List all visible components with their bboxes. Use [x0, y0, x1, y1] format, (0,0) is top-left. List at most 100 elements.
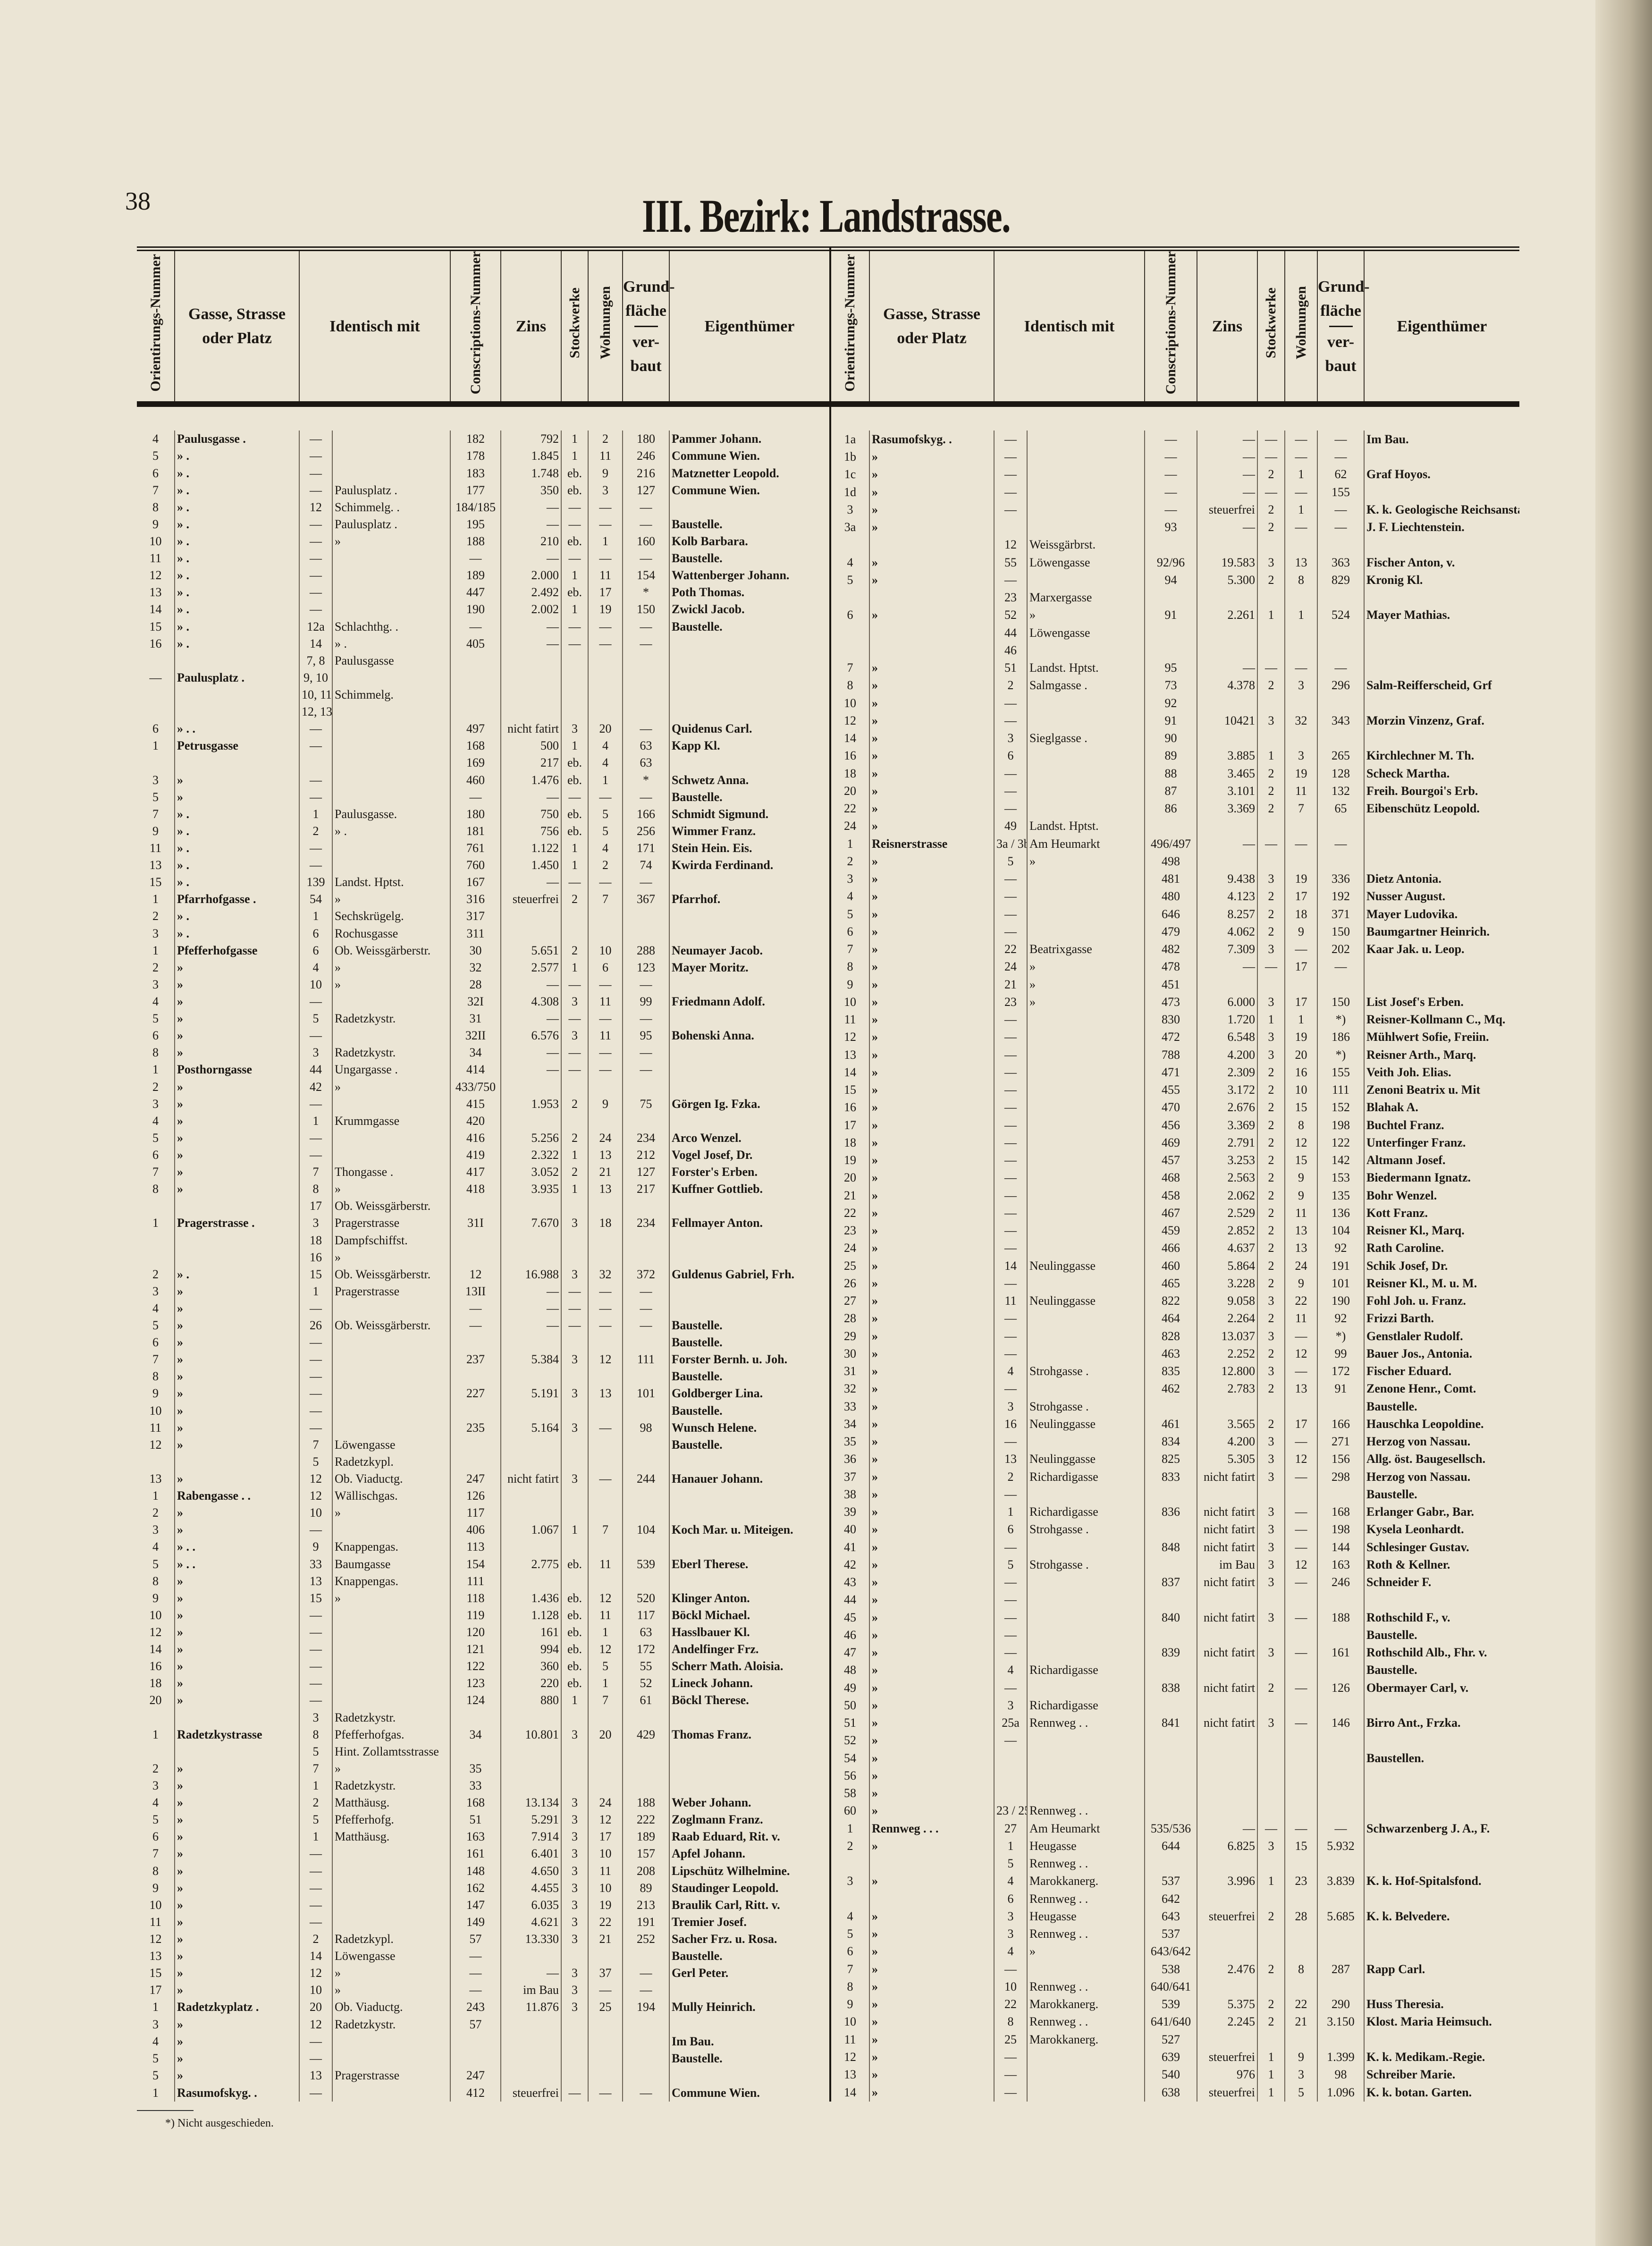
street: »	[175, 1146, 300, 1164]
rent: 2.002	[501, 601, 562, 618]
ident-number: 3	[994, 1908, 1028, 1925]
ground-area	[623, 703, 670, 721]
rent: 4.378	[1197, 676, 1258, 695]
ident-street: Matthäusg.	[332, 1828, 451, 1846]
ground-area: —	[1317, 958, 1365, 976]
ident-street: Ob. Weissgärberstr.	[332, 1317, 451, 1334]
ident-street: Heugasse	[1027, 1908, 1145, 1925]
conscription-number: 641/640	[1145, 2013, 1197, 2031]
orient-number	[137, 1232, 175, 1249]
street: »	[175, 1811, 300, 1829]
ident-number: —	[994, 1275, 1028, 1292]
table-row: 8» 3 Radetzkystr. 34— — — —	[137, 1044, 829, 1062]
ident-number: 7	[299, 1164, 333, 1181]
ground-area: 136	[1317, 1204, 1365, 1222]
floors: 2	[1257, 571, 1285, 589]
floors: —	[561, 550, 589, 567]
dwellings: —	[588, 1061, 623, 1079]
header-dwellings: Wohnungen	[597, 286, 613, 360]
ground-area	[623, 908, 670, 925]
ground-area	[1317, 1925, 1365, 1943]
dwellings: 8	[1285, 1960, 1318, 1978]
ground-area	[1317, 1802, 1365, 1820]
ident-street: Landst. Hptst.	[1027, 659, 1145, 677]
ground-area: 126	[1317, 1679, 1365, 1697]
rent: —	[1197, 1820, 1258, 1838]
conscription-number: 124	[450, 1692, 501, 1709]
header-orient: Orientirungs-Nummer	[842, 253, 858, 392]
ground-area: 99	[623, 993, 670, 1011]
dwellings: 11	[1285, 782, 1318, 800]
dwellings: 16	[1285, 1064, 1318, 1081]
ident-number: —	[299, 550, 333, 567]
ident-number: —	[299, 1385, 333, 1402]
ident-number: —	[994, 1345, 1028, 1363]
ground-area	[623, 1487, 670, 1505]
floors: 1	[1257, 2066, 1285, 2084]
ident-number	[994, 518, 1028, 536]
ground-area	[623, 1453, 670, 1470]
ident-street: Wällischgas.	[332, 1487, 451, 1505]
street: »	[869, 765, 995, 783]
conscription-number	[450, 1453, 501, 1470]
owner	[1364, 1732, 1519, 1749]
orient-number: 1	[137, 891, 175, 908]
owner	[669, 908, 829, 925]
rent	[501, 686, 562, 704]
rent	[501, 1777, 562, 1795]
rent: 4.621	[501, 1913, 562, 1931]
street: »	[175, 1419, 300, 1436]
street: » .	[175, 515, 300, 533]
table-row: 4» 1 Krummgasse 420	[137, 1112, 829, 1130]
floors: eb.	[561, 1589, 589, 1607]
table-row: 32» —462 2.783 2 13 91 Zenone Henr., Comt.	[831, 1380, 1519, 1398]
table-row: 2» . 1 Sechskrügelg. 317	[137, 908, 829, 925]
orient-number: 1c	[831, 465, 870, 484]
ident-number: —	[994, 1644, 1028, 1662]
ident-street: Richardigasse	[1027, 1697, 1145, 1714]
rent	[501, 1112, 562, 1130]
ground-area: 62	[1317, 465, 1365, 484]
ident-street	[332, 788, 451, 806]
street: »	[869, 2048, 995, 2066]
ident-number: —	[299, 481, 333, 499]
ident-number: 3	[994, 1925, 1028, 1943]
table-row: 7» . 1 Paulusgasse. 180 750 eb. 5 166 Schmidt Si…	[137, 805, 829, 823]
owner: Mühlwert Sofie, Freiin.	[1366, 1030, 1489, 1044]
ground-area: 142	[1317, 1151, 1365, 1169]
dwellings: —	[588, 2084, 623, 2102]
ident-street: Rennweg . .	[1027, 1925, 1145, 1943]
ident-number: —	[994, 1081, 1028, 1099]
ident-number: 18	[299, 1232, 333, 1249]
conscription-number: 540	[1145, 2066, 1197, 2084]
ground-area: 216	[623, 464, 670, 482]
ident-number: 22	[994, 1995, 1028, 2013]
ident-street	[332, 1862, 451, 1880]
ident-number: 12, 13	[299, 703, 333, 721]
orient-number: 5	[137, 448, 175, 465]
dwellings: —	[588, 976, 623, 993]
owner	[1364, 642, 1519, 659]
owner: Baustellen.	[1366, 1751, 1424, 1765]
floors: —	[1257, 483, 1285, 501]
street: »	[869, 1784, 995, 1802]
street: » .	[175, 822, 300, 840]
ident-number	[994, 1749, 1028, 1767]
ground-area	[1317, 1697, 1365, 1714]
ident-number: —	[299, 1692, 333, 1709]
ident-number: 33	[299, 1555, 333, 1573]
ident-street: »	[332, 1760, 451, 1777]
table-row: 1a Rasumofskyg. . — — — — — — Im Bau.	[831, 431, 1519, 448]
table-row: 10» —147 6.035 3 19 213 Braulik Carl, Ritt. v.	[137, 1896, 829, 1914]
orient-number: 6	[137, 1828, 175, 1846]
table-row: 13» —540 976 1 3 98 Schreiber Marie.	[831, 2066, 1519, 2084]
floors	[561, 908, 589, 925]
orient-number	[831, 1855, 870, 1873]
street: »	[869, 606, 995, 625]
conscription-number: 122	[450, 1658, 501, 1675]
table-row: 4» — — — — — —	[137, 1300, 829, 1317]
header-conscription: Conscriptions-Nummer	[1163, 251, 1179, 395]
street: »	[869, 1345, 995, 1363]
orient-number: 1	[137, 1999, 175, 2016]
dwellings: 9	[1285, 2048, 1318, 2066]
